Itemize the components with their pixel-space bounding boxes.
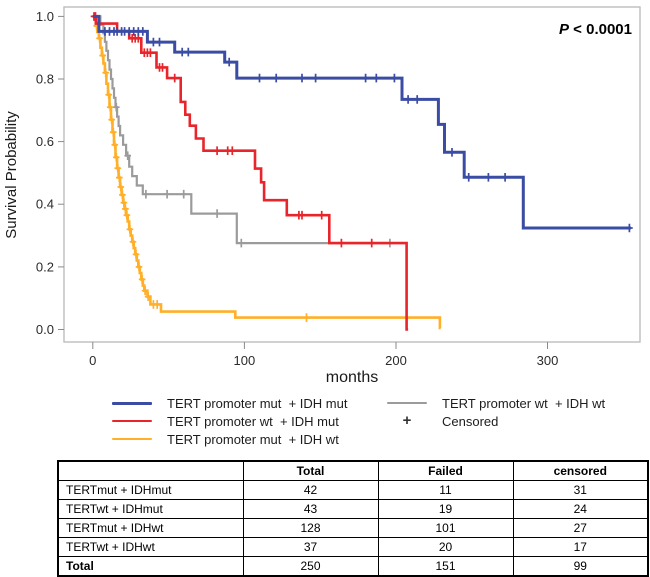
legend-row: TERT promoter mut + IDH wt	[112, 430, 650, 448]
y-tick-label: 1.0	[36, 9, 54, 24]
series-tert-promoter-mut-idh-mut	[92, 14, 631, 230]
series-tert-promoter-wt-idh-mut	[92, 15, 409, 331]
cell-censored: 17	[512, 537, 649, 557]
legend-swatch-tert-promoter-wt-idh-wt	[387, 401, 427, 405]
legend-swatch-tert-promoter-wt-idh-mut	[112, 419, 152, 423]
cell-failed: 11	[377, 480, 514, 500]
cell-failed: 151	[377, 556, 514, 577]
legend-row: TERT promoter wt + IDH mut + Censored	[112, 412, 650, 430]
legend-label-tert-promoter-wt-idh-mut: TERT promoter wt + IDH mut	[167, 413, 339, 429]
censor-marks-tert-promoter-mut-idh-mut	[101, 27, 633, 233]
cell-failed: 101	[377, 518, 514, 538]
table-row-total: Total 250 151 99	[57, 556, 649, 577]
cell-censored: 99	[512, 556, 649, 577]
cell-censored: 24	[512, 499, 649, 519]
cell-failed: 20	[377, 537, 514, 557]
legend-label-tert-promoter-mut-idh-wt: TERT promoter mut + IDH wt	[167, 431, 339, 447]
y-tick-label: 0.6	[36, 134, 54, 149]
plot-area	[63, 6, 641, 343]
censor-marks-tert-promoter-mut-idh-wt	[93, 21, 310, 322]
legend-swatch-tert-promoter-mut-idh-mut	[112, 401, 152, 405]
km-chart: 0.0 0.2 0.4 0.6 0.8 1.0 0 100 200 300 months Surviv…	[3, 6, 641, 386]
y-tick-label: 0.8	[36, 72, 54, 87]
cell-total: 128	[242, 518, 379, 538]
survival-plot-svg: 0.0 0.2 0.4 0.6 0.8 1.0 0 100 200 300 months Surviv…	[3, 6, 641, 386]
cell-total: 37	[242, 537, 379, 557]
legend-swatch-cell	[112, 419, 152, 423]
y-tick-label: 0.4	[36, 197, 54, 212]
header-group	[57, 460, 244, 481]
chart-legend: TERT promoter mut + IDH mut TERT promoter…	[112, 394, 650, 448]
row-label: TERTmut + IDHwt	[57, 518, 244, 538]
row-label: TERTwt + IDHwt	[57, 537, 244, 557]
row-label: TERTwt + IDHmut	[57, 499, 244, 519]
table-row: TERTmut + IDHwt 128 101 27	[57, 518, 649, 538]
legend-row: TERT promoter mut + IDH mut TERT promoter…	[112, 394, 650, 412]
row-label: TERTmut + IDHmut	[57, 480, 244, 500]
summary-table: Total Failed censored TERTmut + IDHmut 4…	[57, 460, 649, 577]
cell-failed: 19	[377, 499, 514, 519]
legend-label-tert-promoter-mut-idh-mut: TERT promoter mut + IDH mut	[167, 395, 348, 411]
header-failed: Failed	[377, 460, 514, 481]
y-tick-label: 0.2	[36, 259, 54, 274]
header-censored: censored	[512, 460, 649, 481]
legend-swatch-cell	[112, 437, 152, 441]
x-tick-label: 200	[385, 353, 407, 368]
cell-censored: 27	[512, 518, 649, 538]
cell-total: 43	[242, 499, 379, 519]
cell-total: 42	[242, 480, 379, 500]
y-axis-title: Survival Probability	[3, 111, 20, 239]
legend-swatch-cell	[112, 401, 152, 405]
x-axis-title: months	[326, 369, 378, 386]
cell-censored: 31	[512, 480, 649, 500]
legend-label-censored: Censored	[442, 413, 499, 429]
row-label: Total	[57, 556, 244, 577]
x-tick-label: 100	[234, 353, 256, 368]
table-header-row: Total Failed censored	[57, 460, 649, 481]
cell-total: 250	[242, 556, 379, 577]
x-tick-label: 0	[89, 353, 96, 368]
table-row: TERTmut + IDHmut 42 11 31	[57, 480, 649, 500]
censored-marker-icon: +	[402, 412, 412, 429]
legend-swatch-tert-promoter-mut-idh-wt	[112, 437, 152, 441]
table-row: TERTwt + IDHmut 43 19 24	[57, 499, 649, 519]
series-tert-promoter-wt-idh-wt	[92, 15, 392, 245]
legend-label-tert-promoter-wt-idh-wt: TERT promoter wt + IDH wt	[442, 395, 606, 411]
legend-swatch-cell	[387, 401, 427, 405]
y-tick-label: 0.0	[36, 322, 54, 337]
x-tick-label: 300	[537, 353, 559, 368]
header-total: Total	[242, 460, 379, 481]
table-row: TERTwt + IDHwt 37 20 17	[57, 537, 649, 557]
p-value-annotation: P < 0.0001	[559, 21, 632, 38]
